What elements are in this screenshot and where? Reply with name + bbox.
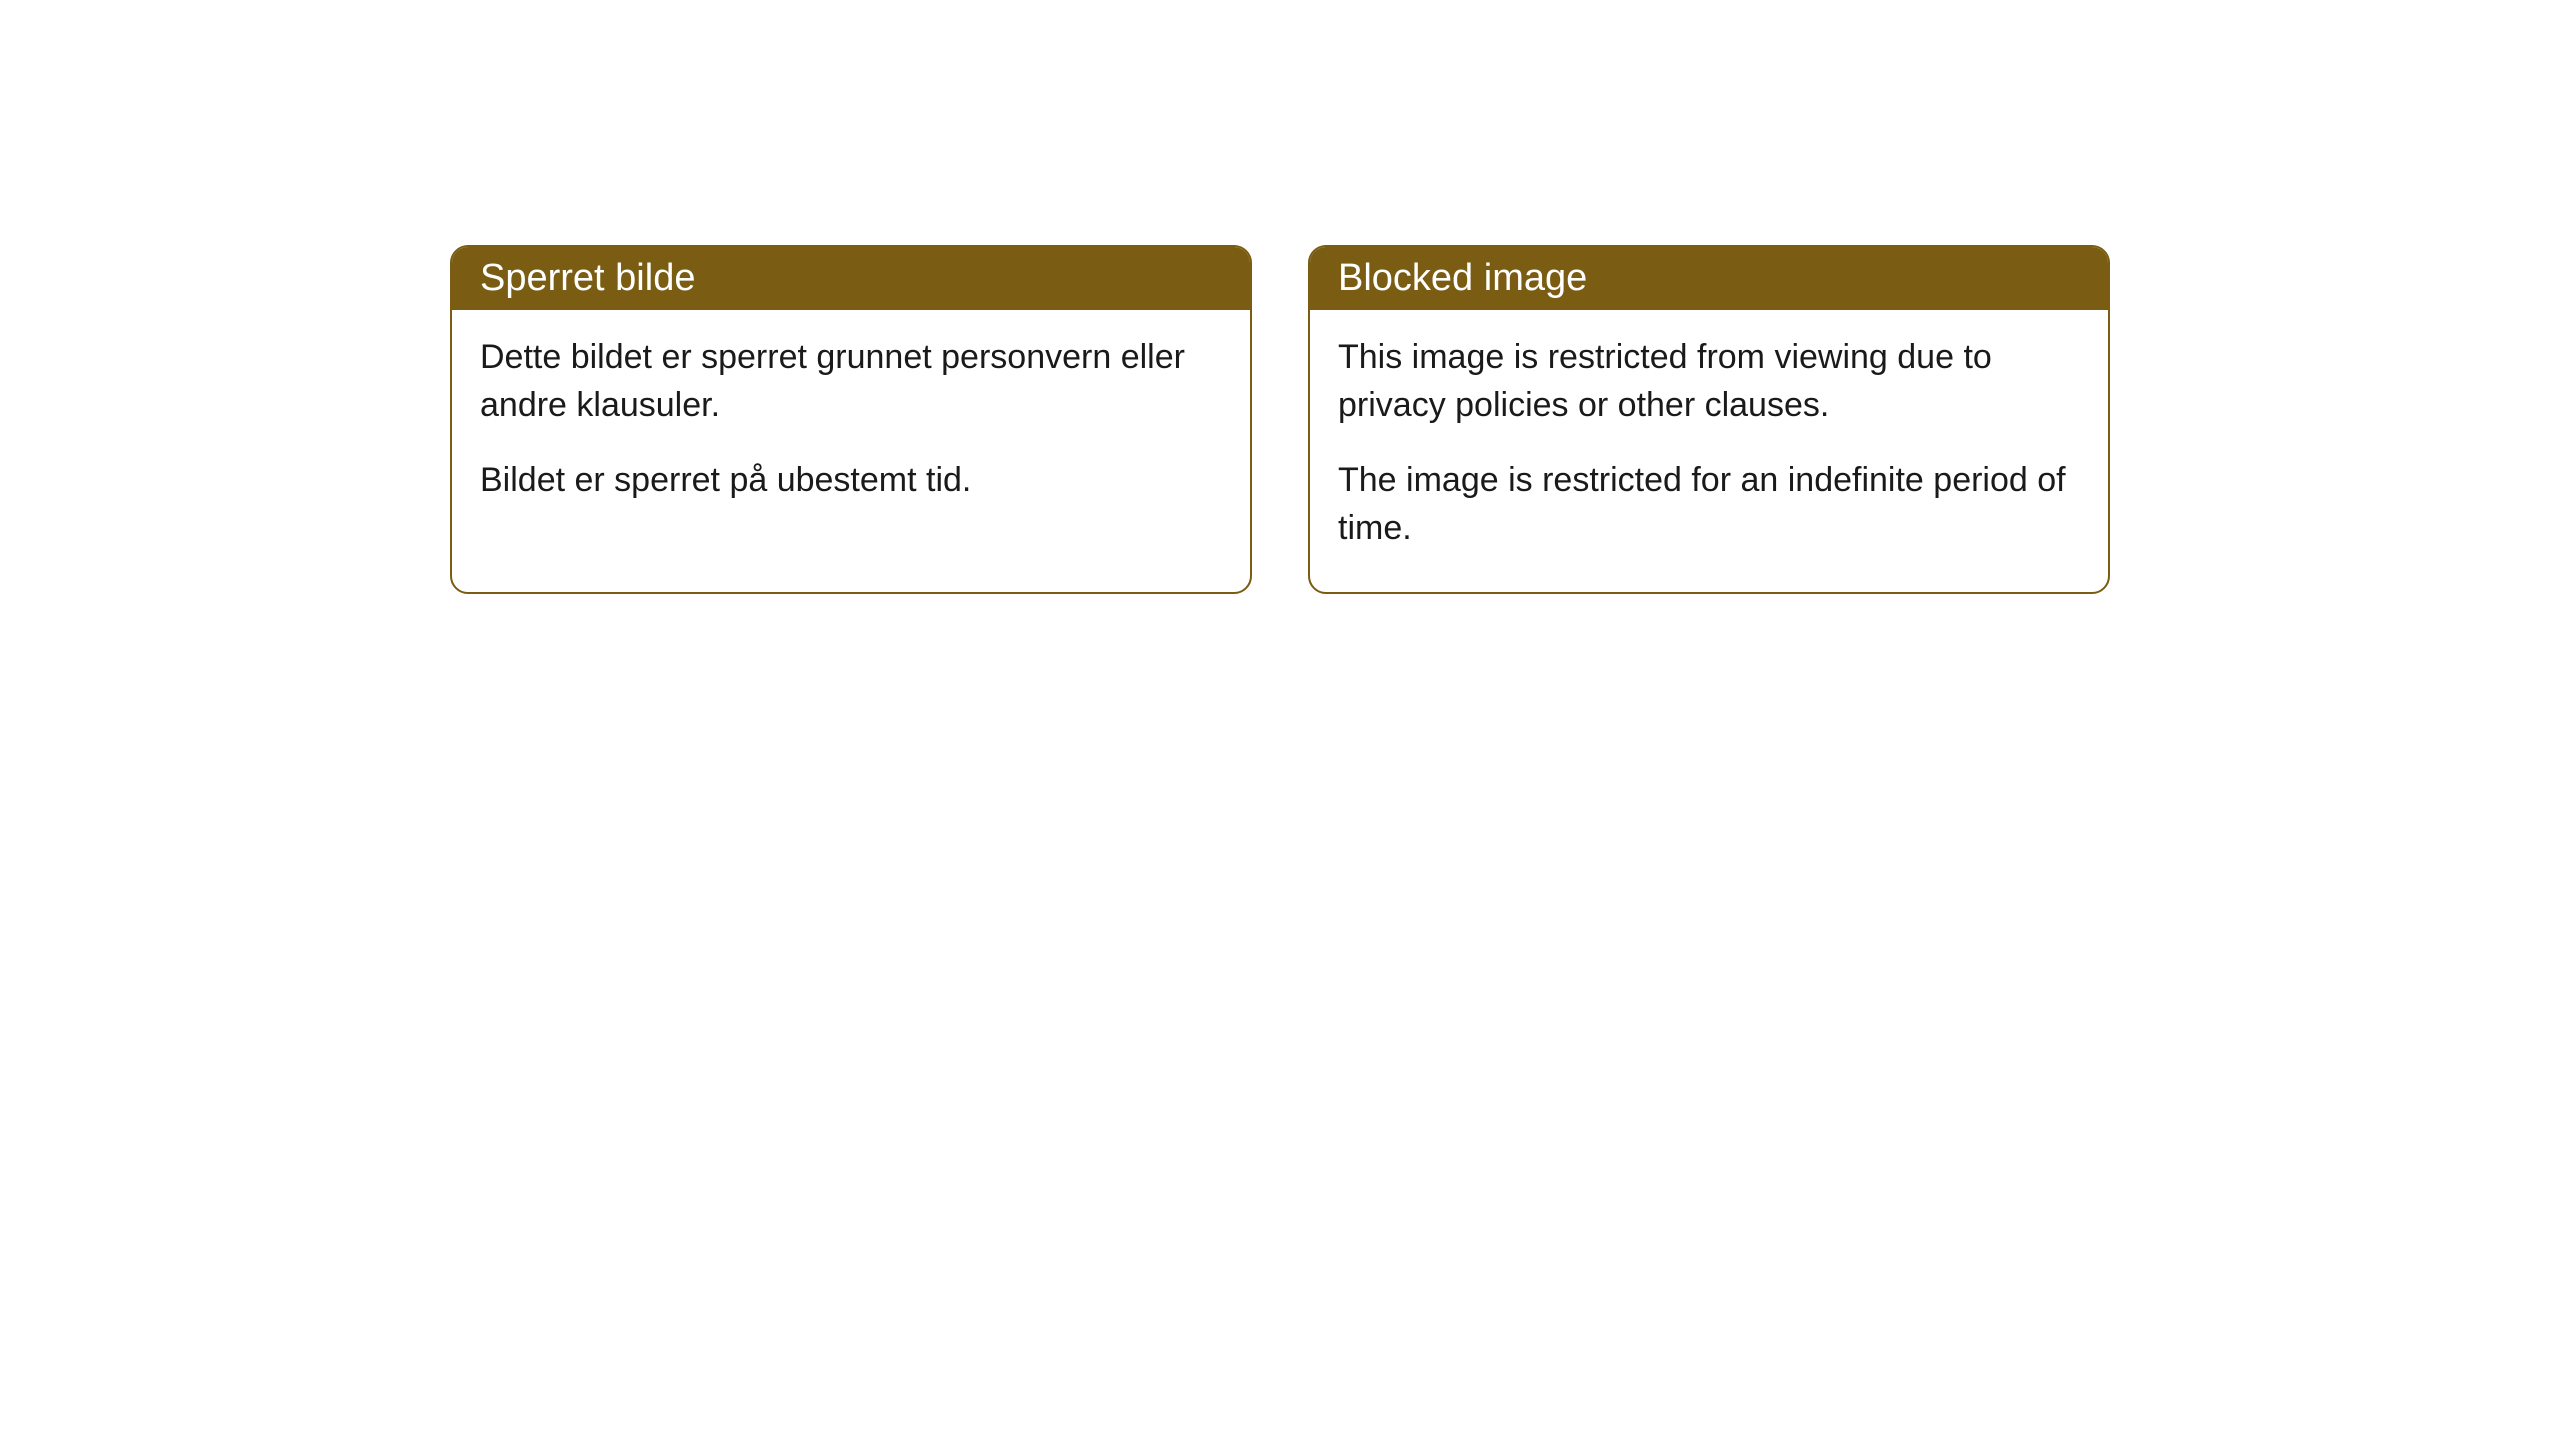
card-paragraph-2: Bildet er sperret på ubestemt tid. <box>480 457 1222 505</box>
card-header: Sperret bilde <box>452 247 1250 310</box>
card-paragraph-2: The image is restricted for an indefinit… <box>1338 457 2080 552</box>
cards-container: Sperret bilde Dette bildet er sperret gr… <box>0 0 2560 594</box>
card-paragraph-1: Dette bildet er sperret grunnet personve… <box>480 334 1222 429</box>
card-body: Dette bildet er sperret grunnet personve… <box>452 310 1250 545</box>
blocked-image-card-norwegian: Sperret bilde Dette bildet er sperret gr… <box>450 245 1252 594</box>
card-header: Blocked image <box>1310 247 2108 310</box>
card-paragraph-1: This image is restricted from viewing du… <box>1338 334 2080 429</box>
blocked-image-card-english: Blocked image This image is restricted f… <box>1308 245 2110 594</box>
card-body: This image is restricted from viewing du… <box>1310 310 2108 592</box>
